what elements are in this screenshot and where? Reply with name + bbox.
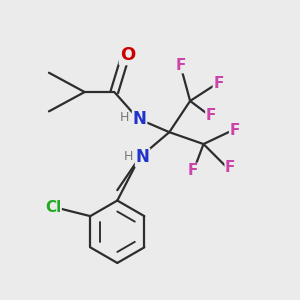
Text: H: H bbox=[124, 150, 133, 163]
Text: F: F bbox=[213, 76, 224, 91]
Text: F: F bbox=[230, 123, 240, 138]
Text: N: N bbox=[136, 148, 149, 166]
Text: F: F bbox=[225, 160, 236, 175]
Text: F: F bbox=[206, 108, 216, 123]
Text: F: F bbox=[176, 58, 186, 73]
Text: Cl: Cl bbox=[45, 200, 61, 215]
Text: N: N bbox=[133, 110, 146, 128]
Text: F: F bbox=[188, 163, 198, 178]
Text: O: O bbox=[120, 46, 135, 64]
Text: H: H bbox=[120, 111, 129, 124]
